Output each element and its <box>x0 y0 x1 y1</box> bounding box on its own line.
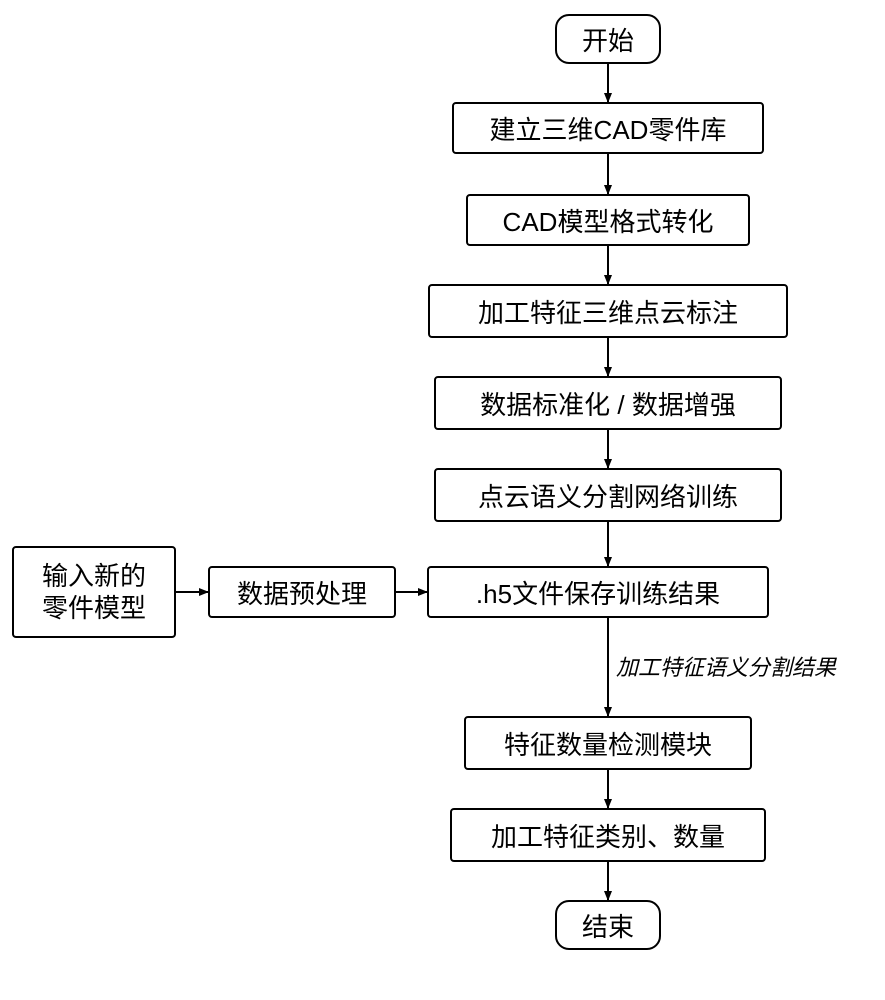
node-detect_qty: 特征数量检测模块 <box>464 716 752 770</box>
node-input_new: 输入新的 零件模型 <box>12 546 176 638</box>
node-annotate: 加工特征三维点云标注 <box>428 284 788 338</box>
node-build_lib: 建立三维CAD零件库 <box>452 102 764 154</box>
flowchart-canvas: 开始建立三维CAD零件库 CAD模型格式转化加工特征三维点云标注数据标准化 / 数… <box>0 0 885 1000</box>
node-preprocess: 数据预处理 <box>208 566 396 618</box>
node-normalize: 数据标准化 / 数据增强 <box>434 376 782 430</box>
node-start: 开始 <box>555 14 661 64</box>
node-convert: CAD模型格式转化 <box>466 194 750 246</box>
edge-label-save_h5-to-detect_qty: 加工特征语义分割结果 <box>616 650 836 682</box>
node-end: 结束 <box>555 900 661 950</box>
node-save_h5: .h5文件保存训练结果 <box>427 566 769 618</box>
node-train: 点云语义分割网络训练 <box>434 468 782 522</box>
node-output: 加工特征类别、数量 <box>450 808 766 862</box>
